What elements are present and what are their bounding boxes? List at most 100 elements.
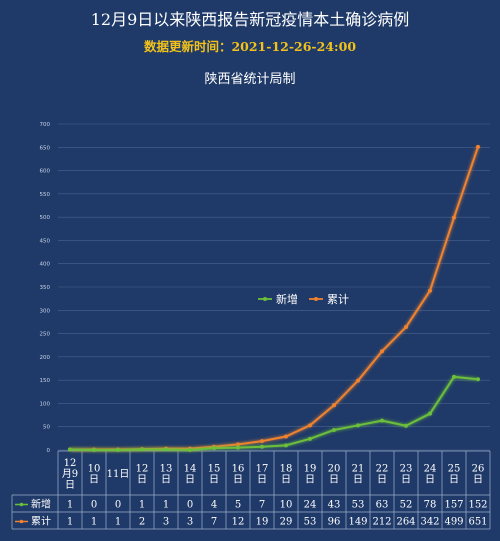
y-tick-label: 200: [40, 355, 51, 361]
y-tick-label: 300: [40, 308, 51, 314]
table-value: 53: [352, 500, 365, 511]
y-tick-label: 600: [40, 169, 51, 175]
x-tick-label: 日: [449, 475, 459, 486]
y-tick-label: 400: [40, 262, 51, 268]
data-point: [284, 434, 288, 439]
data-point: [92, 448, 96, 452]
table-value: 152: [468, 500, 487, 511]
table-value: 1: [139, 500, 145, 511]
x-tick-label: 25: [448, 464, 461, 475]
data-point: [212, 446, 216, 451]
data-point: [308, 423, 312, 428]
x-tick-label: 13: [160, 464, 173, 475]
x-tick-label: 日: [89, 475, 99, 486]
data-point: [476, 377, 480, 382]
y-tick-label: 500: [40, 215, 51, 221]
data-point: [428, 411, 432, 416]
table-value: 1: [67, 500, 73, 511]
table-value: 1: [115, 517, 121, 528]
table-value: 19: [256, 517, 269, 528]
y-tick-label: 150: [40, 378, 51, 384]
data-point: [284, 443, 288, 448]
x-tick-label: 日: [137, 475, 147, 486]
x-tick-label: 12: [64, 458, 77, 469]
table-series-name: 新增: [31, 498, 51, 511]
x-tick-label: 日: [329, 475, 339, 486]
x-tick-label: 日: [281, 475, 291, 486]
y-tick-label: 250: [40, 332, 51, 338]
table-value: 0: [115, 500, 121, 511]
series-line-cumulative: [70, 146, 479, 451]
x-tick-label: 12: [136, 464, 149, 475]
x-tick-label: 17: [256, 464, 269, 475]
table-value: 1: [91, 517, 97, 528]
data-point: [380, 418, 384, 423]
table-legend-marker: [19, 502, 24, 507]
chart-title: 12月9日以来陕西报告新冠疫情本土确诊病例: [90, 10, 410, 29]
legend-label: 新增: [276, 292, 298, 306]
data-point: [116, 448, 120, 452]
x-tick-label: 22: [376, 464, 389, 475]
data-point: [332, 403, 336, 408]
x-tick-label: 日: [233, 475, 243, 486]
table-legend-marker: [19, 519, 24, 524]
y-tick-label: 700: [40, 122, 51, 128]
legend-marker: [263, 297, 267, 301]
table-value: 157: [444, 500, 463, 511]
x-tick-label: 日: [377, 475, 387, 486]
x-tick-label: 23: [400, 464, 413, 475]
x-tick-label: 20: [328, 464, 341, 475]
table-value: 2: [139, 517, 145, 528]
table-value: 12: [232, 517, 245, 528]
x-tick-label: 14: [184, 464, 197, 475]
x-tick-label: 15: [208, 464, 221, 475]
data-point: [260, 444, 264, 449]
data-point: [476, 144, 480, 149]
x-tick-label: 日: [305, 475, 315, 486]
table-value: 52: [400, 500, 413, 511]
x-tick-label: 11日: [107, 469, 130, 480]
table-value: 4: [211, 500, 217, 511]
x-tick-label: 月9: [62, 468, 78, 480]
data-point: [332, 427, 336, 432]
series-line-new: [69, 375, 479, 451]
update-time: 数据更新时间：2021-12-26-24:00: [143, 39, 357, 54]
data-point: [404, 423, 408, 428]
table-value: 96: [328, 517, 341, 528]
y-tick-label: 50: [43, 425, 50, 431]
legend-marker: [314, 297, 318, 301]
table-value: 29: [280, 517, 293, 528]
table-value: 0: [187, 500, 193, 511]
data-point: [236, 445, 240, 450]
table-value: 7: [259, 500, 265, 511]
data-point: [428, 288, 432, 293]
table-value: 1: [163, 500, 169, 511]
table-value: 0: [91, 500, 97, 511]
table-value: 499: [444, 517, 463, 528]
y-tick-label: 550: [40, 192, 51, 198]
table-value: 3: [187, 517, 193, 528]
table-value: 212: [372, 517, 391, 528]
table-value: 342: [420, 517, 439, 528]
data-point: [356, 423, 360, 428]
data-point: [140, 447, 144, 452]
table-value: 5: [235, 500, 241, 511]
data-point: [68, 447, 72, 452]
data-point: [164, 447, 168, 452]
legend-label: 累计: [327, 293, 349, 306]
x-tick-label: 日: [209, 475, 219, 486]
x-tick-label: 日: [473, 475, 483, 486]
table-value: 53: [304, 517, 317, 528]
x-tick-label: 日: [425, 475, 435, 486]
y-tick-label: 650: [40, 145, 51, 151]
table-value: 24: [304, 500, 317, 511]
x-tick-label: 日: [161, 475, 171, 486]
x-tick-label: 19: [304, 464, 317, 475]
chart-source: 陕西省统计局制: [204, 72, 296, 87]
table-value: 149: [348, 517, 367, 528]
table-value: 10: [280, 500, 293, 511]
data-point: [188, 448, 192, 452]
y-tick-label: 100: [40, 401, 51, 407]
data-point: [452, 215, 456, 220]
x-tick-label: 日: [257, 475, 267, 486]
